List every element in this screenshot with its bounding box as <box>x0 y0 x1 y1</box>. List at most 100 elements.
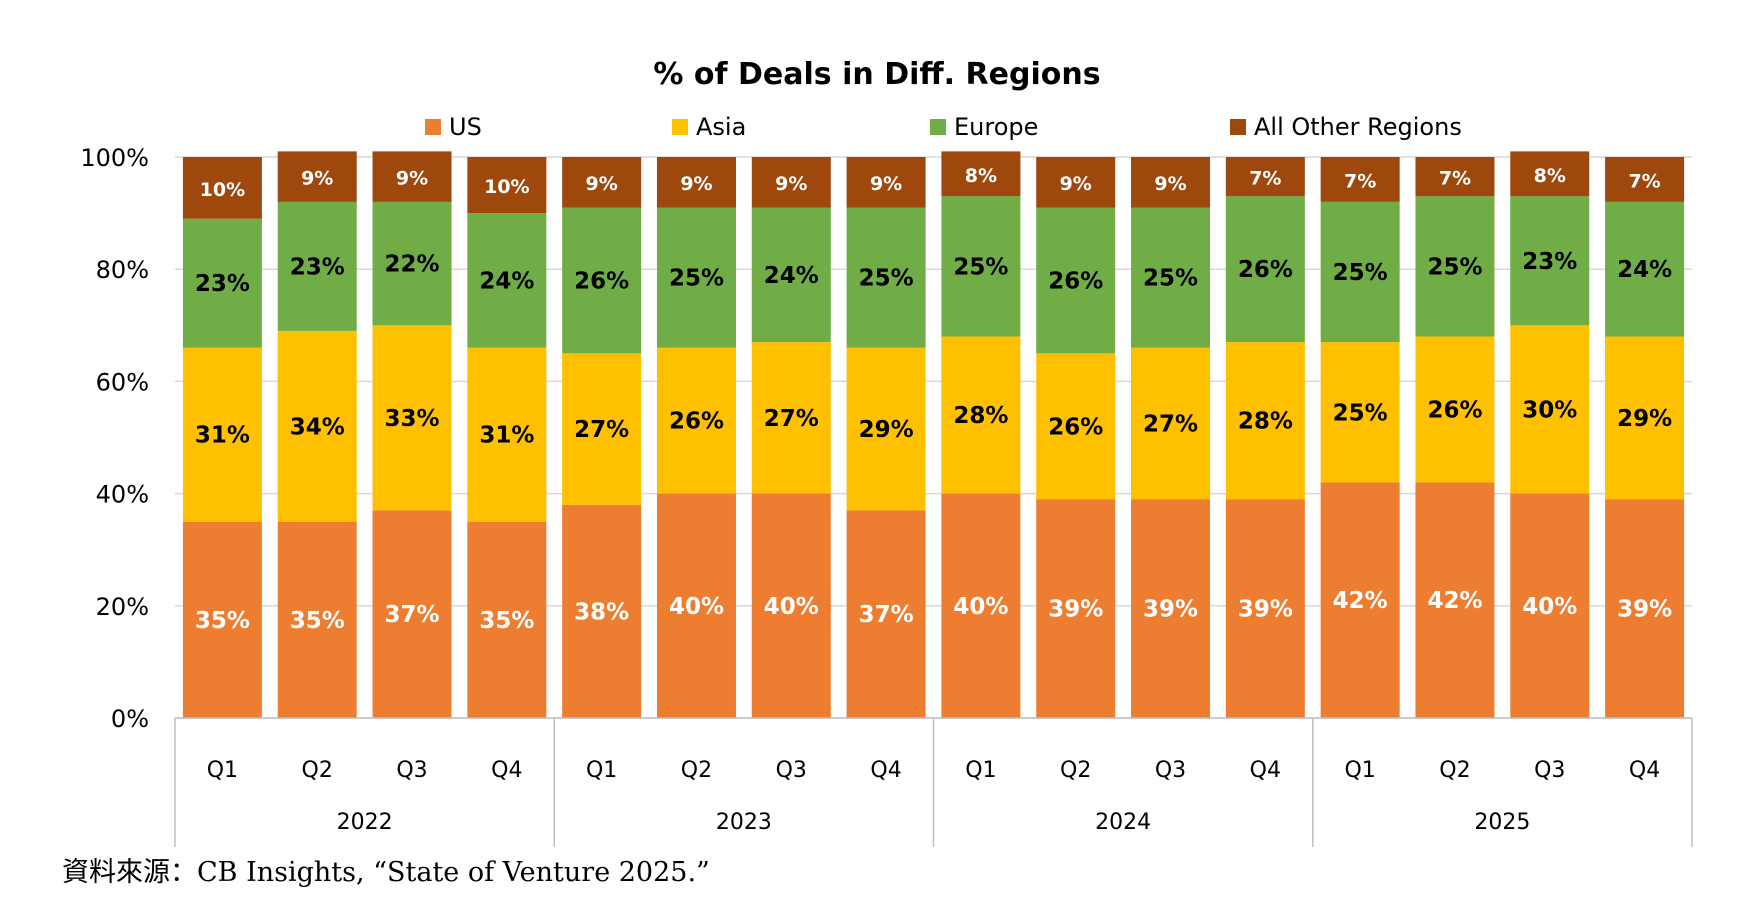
x-tick-label: Q2 <box>1060 758 1091 783</box>
data-label: 26% <box>1048 268 1103 294</box>
x-group-label: 2024 <box>1095 810 1151 835</box>
x-tick-label: Q1 <box>965 758 996 783</box>
bar-segment-europe <box>1320 201 1400 343</box>
bar-segment-us <box>1605 499 1685 718</box>
bar-segment-us <box>941 493 1021 718</box>
x-tick-label: Q1 <box>1344 758 1375 783</box>
legend-label: Asia <box>696 113 746 141</box>
data-label: 28% <box>1238 409 1293 435</box>
bar-segment-asia <box>1320 342 1400 483</box>
bar-segment-asia <box>182 347 262 522</box>
bar-segment-asia <box>1131 347 1211 500</box>
bar-segment-us <box>656 493 736 718</box>
bar-segment-all-other-regions <box>1131 157 1211 208</box>
data-label: 42% <box>1427 588 1482 614</box>
x-group-label: 2022 <box>337 810 393 835</box>
chart-title: % of Deals in Diff. Regions <box>653 57 1100 92</box>
bar-segment-europe <box>1225 196 1305 343</box>
bar-segment-us <box>1131 499 1211 718</box>
bar-segment-us <box>1510 493 1590 718</box>
bar-segment-us <box>372 510 452 718</box>
bar-segment-europe <box>846 207 926 348</box>
data-label: 24% <box>764 263 819 289</box>
x-tick-label: Q1 <box>207 758 238 783</box>
data-label: 37% <box>859 602 914 628</box>
bar-segment-all-other-regions <box>1036 157 1116 208</box>
data-label: 23% <box>290 254 345 280</box>
bar-segment-all-other-regions <box>1320 157 1400 202</box>
bar-segment-asia <box>846 347 926 511</box>
data-label: 29% <box>859 417 914 443</box>
data-label: 25% <box>859 266 914 292</box>
y-tick-label: 0% <box>111 705 149 733</box>
y-axis-ticks: 0% 20% 40% 60% 80% 100% <box>80 144 149 733</box>
legend-label: Europe <box>954 113 1038 141</box>
bar-segment-asia <box>1225 342 1305 500</box>
bar-segment-asia <box>467 347 547 522</box>
data-label: 31% <box>479 423 534 449</box>
bars <box>182 151 1685 718</box>
data-label: 40% <box>1522 594 1577 620</box>
bar-segment-europe <box>1131 207 1211 348</box>
data-label: 33% <box>385 406 440 432</box>
bar-segment-europe <box>751 207 831 343</box>
bar-segment-all-other-regions <box>1510 151 1590 197</box>
bar-segment-europe <box>1605 201 1685 337</box>
data-label: 7% <box>1344 170 1376 192</box>
data-label: 26% <box>669 409 724 435</box>
x-tick-label: Q3 <box>396 758 427 783</box>
data-label: 25% <box>1427 254 1482 280</box>
data-label: 38% <box>574 599 629 625</box>
data-label: 39% <box>1238 597 1293 623</box>
data-label: 37% <box>385 602 440 628</box>
data-label: 10% <box>484 176 529 198</box>
bar-segment-asia <box>372 325 452 511</box>
bar-segment-europe <box>1036 207 1116 354</box>
bar-segment-all-other-regions <box>277 151 357 202</box>
data-label: 9% <box>1154 173 1186 195</box>
legend-swatch <box>425 119 441 135</box>
data-label: 7% <box>1439 168 1471 190</box>
data-label: 9% <box>680 173 712 195</box>
bar-segment-us <box>1036 499 1116 718</box>
data-label: 31% <box>195 423 250 449</box>
data-label: 26% <box>574 268 629 294</box>
data-label: 23% <box>1522 249 1577 275</box>
x-tick-label: Q4 <box>1250 758 1281 783</box>
data-label: 25% <box>1333 400 1388 426</box>
bar-segment-all-other-regions <box>656 157 736 208</box>
data-label: 9% <box>1060 173 1092 195</box>
data-label: 10% <box>200 179 245 201</box>
data-label: 8% <box>1534 165 1566 187</box>
data-label: 39% <box>1048 597 1103 623</box>
x-tick-label: Q3 <box>1534 758 1565 783</box>
data-labels: 35% 31% 23% 10% 35% 34% 23% 9% 37% 33% 22% 9% 35% 31%… <box>195 165 1672 634</box>
bar-segment-asia <box>751 342 831 494</box>
x-tick-label: Q4 <box>491 758 522 783</box>
data-label: 40% <box>953 594 1008 620</box>
bar-segment-all-other-regions <box>467 157 547 214</box>
x-group-label: 2023 <box>716 810 772 835</box>
legend-label: US <box>449 113 482 141</box>
x-tick-label: Q3 <box>776 758 807 783</box>
data-label: 40% <box>764 594 819 620</box>
data-label: 39% <box>1143 597 1198 623</box>
data-label: 27% <box>1143 411 1198 437</box>
data-label: 9% <box>586 173 618 195</box>
data-label: 42% <box>1333 588 1388 614</box>
data-label: 30% <box>1522 397 1577 423</box>
data-label: 7% <box>1628 170 1660 192</box>
bar-segment-asia <box>1605 336 1685 500</box>
bar-segment-all-other-regions <box>846 157 926 208</box>
bar-segment-us <box>1415 482 1495 718</box>
data-label: 7% <box>1249 168 1281 190</box>
bar-segment-us <box>751 493 831 718</box>
y-tick-label: 100% <box>80 144 149 172</box>
data-label: 9% <box>396 168 428 190</box>
data-label: 9% <box>775 173 807 195</box>
data-label: 8% <box>965 165 997 187</box>
data-label: 9% <box>301 168 333 190</box>
data-label: 26% <box>1238 257 1293 283</box>
bar-segment-all-other-regions <box>1605 157 1685 202</box>
